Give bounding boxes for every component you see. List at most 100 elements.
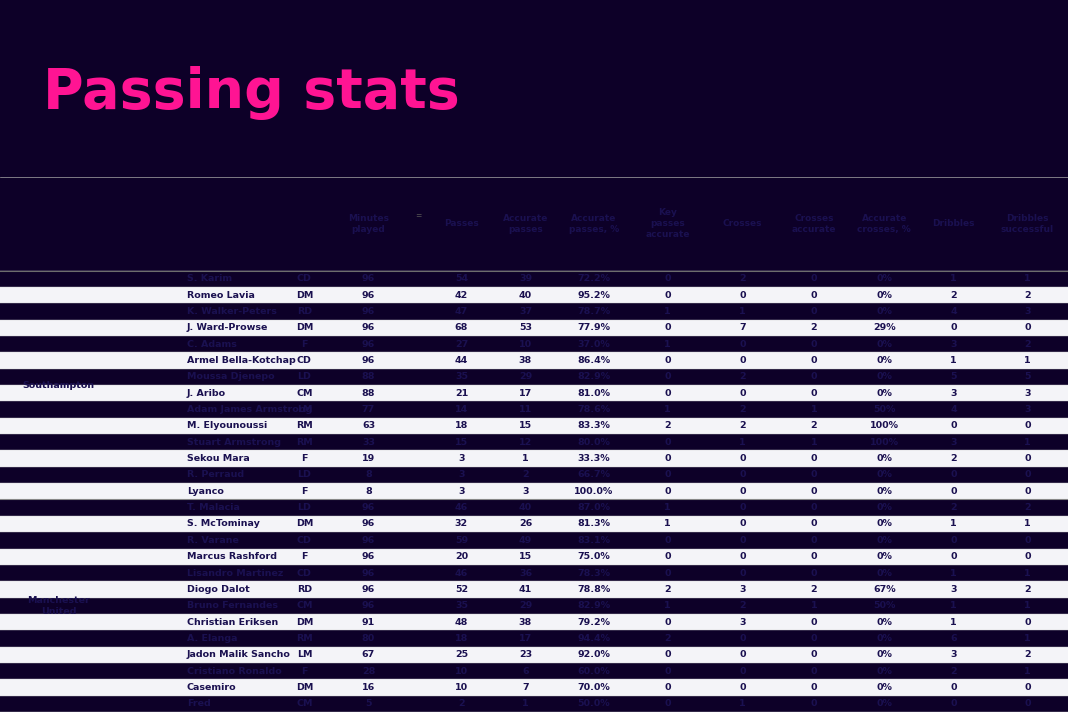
Text: 50%: 50% [874,405,895,414]
Text: 60.0%: 60.0% [578,666,610,676]
Text: 0: 0 [739,503,745,512]
Text: 78.6%: 78.6% [577,405,611,414]
Text: 75.0%: 75.0% [578,553,610,561]
Text: 3: 3 [1024,389,1031,398]
Text: 0: 0 [664,372,671,382]
Text: 63: 63 [362,422,375,430]
Text: 0: 0 [1024,487,1031,496]
Text: 2: 2 [522,471,529,479]
Text: 1: 1 [522,699,529,708]
Text: 23: 23 [519,650,532,659]
Text: 32: 32 [455,520,468,528]
Text: 1: 1 [1024,601,1031,610]
Text: 96: 96 [362,536,375,545]
Text: 2: 2 [739,422,745,430]
Text: 0%: 0% [877,471,892,479]
Text: 38: 38 [519,617,532,627]
Text: 0%: 0% [877,290,892,300]
Text: 0%: 0% [877,634,892,643]
Text: S. Karim: S. Karim [187,274,232,283]
Bar [0,548,1068,565]
Text: 0: 0 [739,290,745,300]
Text: 10: 10 [455,666,468,676]
Text: 0: 0 [811,290,817,300]
Text: 96: 96 [362,520,375,528]
Text: 0: 0 [664,487,671,496]
Text: 1: 1 [664,503,671,512]
Text: Armel Bella-Kotchap: Armel Bella-Kotchap [187,356,296,365]
Text: 0: 0 [811,520,817,528]
Text: 1: 1 [1024,274,1031,283]
Text: 2: 2 [1024,650,1031,659]
Text: Southampton: Southampton [22,380,95,389]
Text: 0: 0 [811,568,817,577]
Text: 3: 3 [951,340,957,349]
Bar [0,287,1068,303]
Text: 0%: 0% [877,699,892,708]
Text: 0: 0 [739,650,745,659]
Text: 1: 1 [1024,634,1031,643]
Text: Lisandro Martinez: Lisandro Martinez [187,568,283,577]
Text: 1: 1 [951,356,957,365]
Text: Diogo Dalot: Diogo Dalot [187,585,250,594]
Text: Accurate
crosses, %: Accurate crosses, % [858,214,911,234]
Text: R. Varane: R. Varane [187,536,239,545]
Text: 53: 53 [519,323,532,333]
Text: 0%: 0% [877,274,892,283]
Text: 28: 28 [362,666,375,676]
Text: CD: CD [297,536,312,545]
Text: Crosses
accurate: Crosses accurate [791,214,836,234]
Text: 18: 18 [455,634,468,643]
Text: 1: 1 [664,601,671,610]
Text: 78.8%: 78.8% [577,585,611,594]
Text: 8: 8 [365,471,372,479]
Text: Crosses: Crosses [723,219,761,228]
Text: 2: 2 [811,422,817,430]
Text: 39: 39 [519,274,532,283]
Text: 0%: 0% [877,389,892,398]
Text: R. Perraud: R. Perraud [187,471,244,479]
Text: 0: 0 [951,323,957,333]
Text: 48: 48 [455,617,468,627]
Text: Dribbles: Dribbles [932,219,975,228]
Text: 0: 0 [739,520,745,528]
Bar [0,581,1068,597]
Text: 2: 2 [1024,340,1031,349]
Text: 0: 0 [664,290,671,300]
Text: 0: 0 [664,471,671,479]
Text: 83.3%: 83.3% [578,422,610,430]
Text: 0: 0 [739,356,745,365]
Text: J. Ward-Prowse: J. Ward-Prowse [187,323,268,333]
Text: 12: 12 [519,438,532,446]
Text: 86.4%: 86.4% [577,356,611,365]
Text: DM: DM [296,683,313,692]
Text: 0: 0 [951,553,957,561]
Text: 3: 3 [1024,307,1031,316]
Text: 6: 6 [951,634,957,643]
Bar [0,679,1068,696]
Text: 1: 1 [664,405,671,414]
Text: Bruno Fernandes: Bruno Fernandes [187,601,278,610]
Bar [0,646,1068,663]
Text: 0%: 0% [877,553,892,561]
Text: F: F [301,666,308,676]
Text: Casemiro: Casemiro [187,683,236,692]
Text: 21: 21 [455,389,468,398]
Text: Stuart Armstrong: Stuart Armstrong [187,438,281,446]
Text: 15: 15 [519,422,532,430]
Text: 88: 88 [362,372,375,382]
Text: 46: 46 [455,568,468,577]
Text: 96: 96 [362,553,375,561]
Text: 42: 42 [455,290,468,300]
Text: 67: 67 [362,650,375,659]
Text: 0: 0 [739,487,745,496]
Text: CD: CD [297,356,312,365]
Text: 1: 1 [1024,666,1031,676]
Text: 0: 0 [811,471,817,479]
Text: 81.0%: 81.0% [578,389,610,398]
Text: LM: LM [297,650,312,659]
Text: 0: 0 [811,503,817,512]
Text: 0: 0 [739,683,745,692]
Text: 96: 96 [362,503,375,512]
Text: 80.0%: 80.0% [578,438,610,446]
